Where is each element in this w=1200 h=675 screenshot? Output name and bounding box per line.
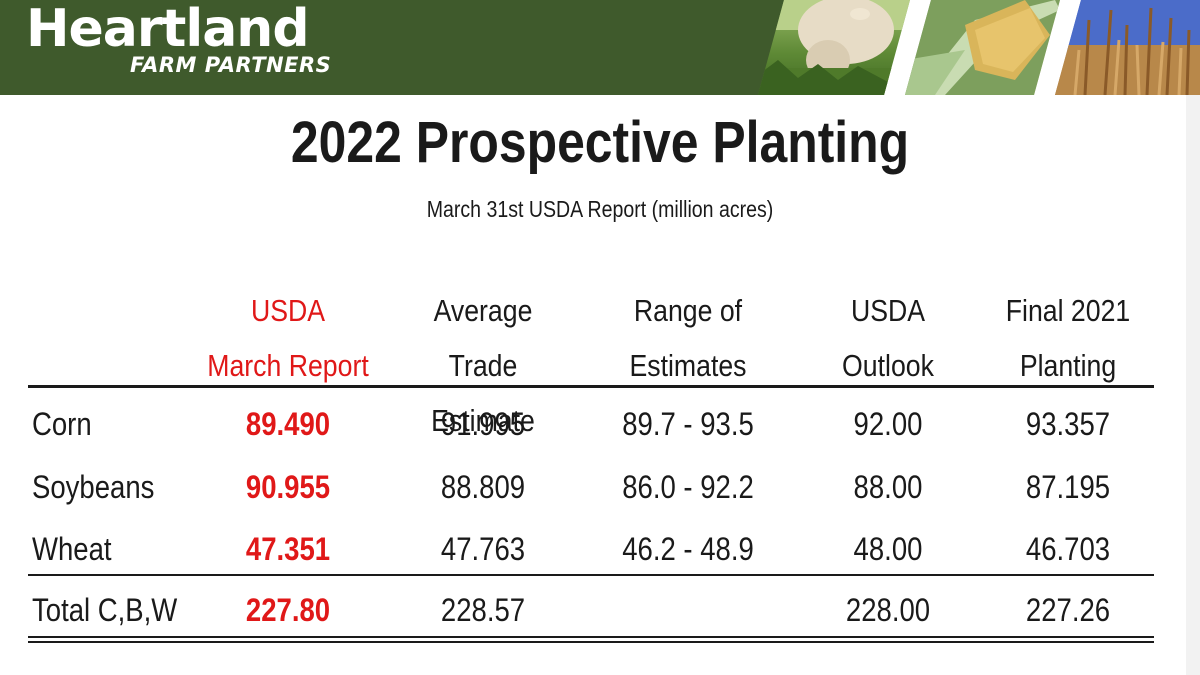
header-rule [28, 385, 1154, 388]
cattle-photo [758, 0, 910, 95]
cell-final-2021: 227.26 [1025, 592, 1111, 628]
header-line: Planting [1019, 348, 1117, 383]
cell-average-trade: 228.57 [440, 592, 526, 628]
header-line: USDA [250, 293, 326, 328]
corn-photo [905, 0, 1060, 95]
cell-range: 46.2 - 48.9 [622, 531, 754, 567]
header-banner: Heartland FARM PARTNERS [0, 0, 1200, 95]
header-line: Estimates [629, 348, 747, 383]
slide-edge [1186, 95, 1200, 675]
cell-usda-outlook: 88.00 [853, 469, 923, 505]
brand-logo-subtitle: FARM PARTNERS [130, 53, 332, 77]
cell-usda-outlook: 48.00 [853, 531, 923, 567]
total-row: Total C,B,W 227.80 228.57 228.00 227.26 [28, 580, 1154, 640]
header-line: Average Trade [433, 293, 533, 383]
cell-average-trade: 91.995 [440, 406, 526, 442]
brand-bar: Heartland FARM PARTNERS [0, 0, 790, 95]
header-line: March Report [207, 348, 369, 383]
row-label: Soybeans [32, 469, 155, 505]
cell-usda-march: 47.351 [245, 531, 331, 567]
table-row: Corn 89.490 91.995 89.7 - 93.5 92.00 93.… [28, 394, 1154, 454]
cell-usda-march: 227.80 [245, 592, 331, 628]
cell-usda-march: 89.490 [245, 406, 331, 442]
cell-usda-outlook: 228.00 [845, 592, 931, 628]
total-label: Total C,B,W [32, 592, 178, 628]
header-usda-outlook: USDA Outlook [802, 283, 974, 393]
header-usda-march: USDA March Report [202, 283, 374, 393]
header-average-trade: Average Trade Estimate [397, 283, 569, 448]
cell-final-2021: 87.195 [1025, 469, 1111, 505]
row-label: Corn [32, 406, 92, 442]
brand-logo-name: Heartland [26, 0, 310, 59]
bottom-rule [28, 636, 1154, 638]
table-row: Soybeans 90.955 88.809 86.0 - 92.2 88.00… [28, 457, 1154, 517]
header-line: USDA [850, 293, 926, 328]
cell-average-trade: 88.809 [440, 469, 526, 505]
header-final-2021: Final 2021 Planting [982, 283, 1154, 393]
slide-title: 2022 Prospective Planting [290, 110, 910, 175]
table-row: Wheat 47.351 47.763 46.2 - 48.9 48.00 46… [28, 519, 1154, 579]
header-line: Final 2021 [1005, 293, 1131, 328]
cell-final-2021: 93.357 [1025, 406, 1111, 442]
cell-range: 86.0 - 92.2 [622, 469, 754, 505]
header-line: Estimate [431, 403, 535, 438]
wheat-field-photo [1055, 0, 1200, 95]
header-line: Range of [633, 293, 743, 328]
cell-final-2021: 46.703 [1025, 531, 1111, 567]
header-line: Outlook [842, 348, 934, 383]
total-rule [28, 574, 1154, 576]
header-range: Range of Estimates [602, 283, 774, 393]
bottom-rule-double [28, 641, 1154, 643]
cell-usda-march: 90.955 [245, 469, 331, 505]
cell-usda-outlook: 92.00 [853, 406, 923, 442]
cell-average-trade: 47.763 [440, 531, 526, 567]
row-label: Wheat [32, 531, 112, 567]
cell-range: 89.7 - 93.5 [622, 406, 754, 442]
slide-subtitle: March 31st USDA Report (million acres) [426, 196, 774, 222]
